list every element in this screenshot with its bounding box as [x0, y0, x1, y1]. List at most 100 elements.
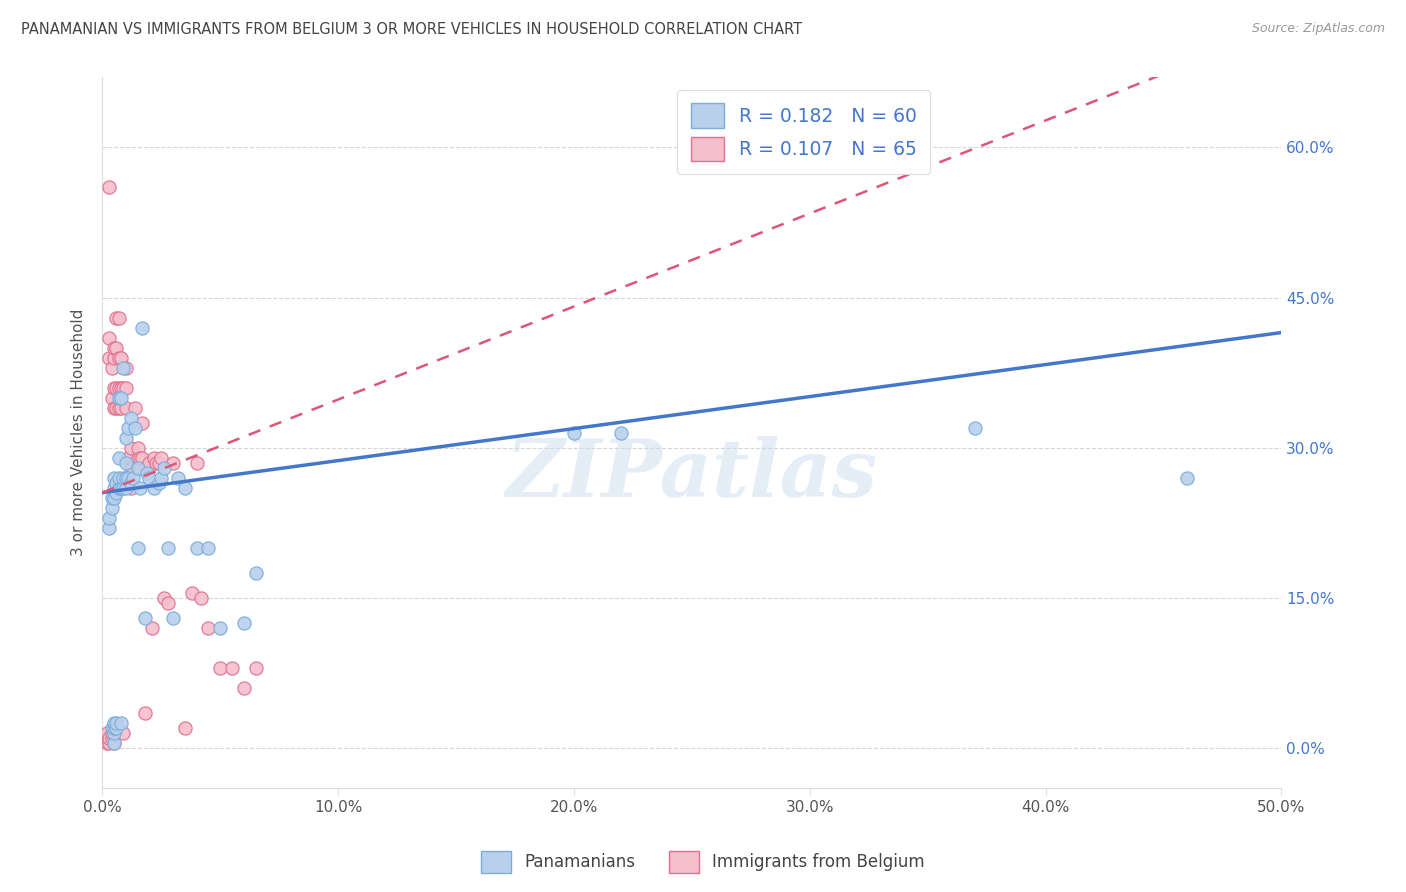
Point	[96, 725, 118, 739]
Point	[112, 381, 135, 395]
Point	[107, 470, 129, 484]
Point	[150, 470, 173, 484]
Point	[127, 441, 149, 455]
Point	[134, 706, 156, 720]
Point	[105, 485, 128, 500]
Point	[157, 541, 180, 555]
Point	[131, 450, 153, 465]
Point	[103, 736, 125, 750]
Point	[100, 391, 122, 405]
Point	[107, 391, 129, 405]
Point	[107, 351, 129, 365]
Point	[173, 721, 195, 735]
Point	[110, 351, 132, 365]
Point	[124, 401, 146, 415]
Point	[114, 470, 136, 484]
Point	[117, 450, 139, 465]
Point	[221, 661, 243, 675]
Point	[150, 450, 173, 465]
Point	[148, 456, 170, 470]
Point	[96, 736, 118, 750]
Point	[120, 410, 142, 425]
Point	[105, 341, 128, 355]
Point	[112, 725, 135, 739]
Point	[131, 416, 153, 430]
Point	[186, 541, 208, 555]
Point	[103, 401, 125, 415]
Point	[129, 450, 152, 465]
Point	[105, 381, 128, 395]
Point	[103, 725, 125, 739]
Legend: R = 0.182   N = 60, R = 0.107   N = 65: R = 0.182 N = 60, R = 0.107 N = 65	[678, 90, 931, 174]
Point	[190, 591, 212, 605]
Point	[162, 456, 184, 470]
Point	[141, 621, 163, 635]
Point	[114, 431, 136, 445]
Point	[107, 481, 129, 495]
Point	[136, 466, 159, 480]
Point	[197, 621, 219, 635]
Point	[114, 360, 136, 375]
Point	[963, 420, 986, 434]
Point	[209, 661, 232, 675]
Point	[562, 425, 585, 440]
Point	[1175, 470, 1198, 484]
Text: Source: ZipAtlas.com: Source: ZipAtlas.com	[1251, 22, 1385, 36]
Point	[180, 585, 202, 599]
Point	[112, 481, 135, 495]
Point	[103, 351, 125, 365]
Point	[127, 541, 149, 555]
Point	[127, 450, 149, 465]
Point	[120, 441, 142, 455]
Y-axis label: 3 or more Vehicles in Household: 3 or more Vehicles in Household	[72, 309, 86, 557]
Point	[117, 470, 139, 484]
Point	[103, 381, 125, 395]
Point	[112, 360, 135, 375]
Point	[105, 721, 128, 735]
Point	[138, 470, 160, 484]
Point	[120, 460, 142, 475]
Point	[98, 731, 121, 745]
Point	[138, 456, 160, 470]
Point	[110, 381, 132, 395]
Point	[103, 491, 125, 505]
Point	[114, 456, 136, 470]
Point	[107, 450, 129, 465]
Point	[110, 715, 132, 730]
Point	[103, 470, 125, 484]
Point	[152, 591, 174, 605]
Point	[145, 456, 167, 470]
Point	[162, 610, 184, 624]
Point	[103, 341, 125, 355]
Point	[245, 661, 267, 675]
Point	[100, 725, 122, 739]
Point	[110, 401, 132, 415]
Point	[103, 721, 125, 735]
Point	[110, 391, 132, 405]
Point	[186, 456, 208, 470]
Point	[120, 481, 142, 495]
Point	[103, 736, 125, 750]
Text: PANAMANIAN VS IMMIGRANTS FROM BELGIUM 3 OR MORE VEHICLES IN HOUSEHOLD CORRELATIO: PANAMANIAN VS IMMIGRANTS FROM BELGIUM 3 …	[21, 22, 803, 37]
Point	[157, 596, 180, 610]
Point	[110, 481, 132, 495]
Point	[245, 566, 267, 580]
Point	[98, 736, 121, 750]
Point	[117, 420, 139, 434]
Point	[131, 320, 153, 334]
Point	[120, 475, 142, 490]
Point	[148, 475, 170, 490]
Point	[98, 180, 121, 194]
Point	[134, 610, 156, 624]
Point	[127, 460, 149, 475]
Point	[114, 481, 136, 495]
Point	[112, 470, 135, 484]
Point	[232, 681, 254, 695]
Point	[143, 450, 166, 465]
Point	[136, 460, 159, 475]
Point	[166, 470, 188, 484]
Point	[114, 401, 136, 415]
Point	[129, 460, 152, 475]
Point	[143, 481, 166, 495]
Point	[98, 351, 121, 365]
